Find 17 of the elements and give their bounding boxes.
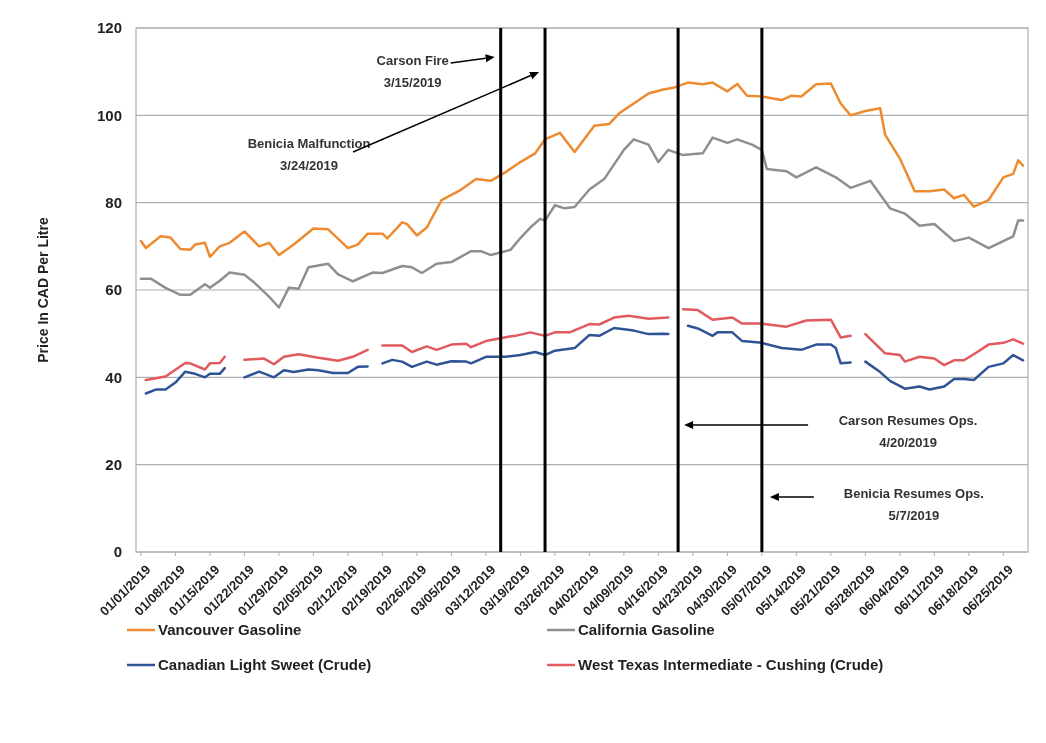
- y-tick-label: 60: [105, 281, 122, 299]
- y-tick-label: 80: [105, 193, 122, 211]
- y-tick-label: 120: [96, 19, 122, 37]
- y-tick-label: 40: [105, 368, 122, 386]
- legend-label: Canadian Light Sweet (Crude): [158, 656, 372, 674]
- y-tick-label: 100: [96, 106, 122, 124]
- line-series: [139, 136, 1025, 309]
- legend-label: Vancouver Gasoline: [158, 621, 302, 639]
- y-axis-title: Price In CAD Per Litre: [35, 217, 51, 363]
- y-tick-label: 20: [105, 455, 122, 473]
- annotation: Benicia Resumes Ops. 5/7/2019: [843, 486, 984, 523]
- legend-label: West Texas Intermediate - Cushing (Crude): [578, 656, 884, 674]
- annotation: Carson Fire 3/15/2019: [376, 53, 449, 90]
- y-tick-label: 0: [113, 543, 122, 561]
- legend-label: California Gasoline: [578, 621, 715, 639]
- annotation: Benicia Malfunction 3/24/2019: [247, 136, 371, 173]
- annotation: Carson Resumes Ops. 4/20/2019: [838, 413, 978, 450]
